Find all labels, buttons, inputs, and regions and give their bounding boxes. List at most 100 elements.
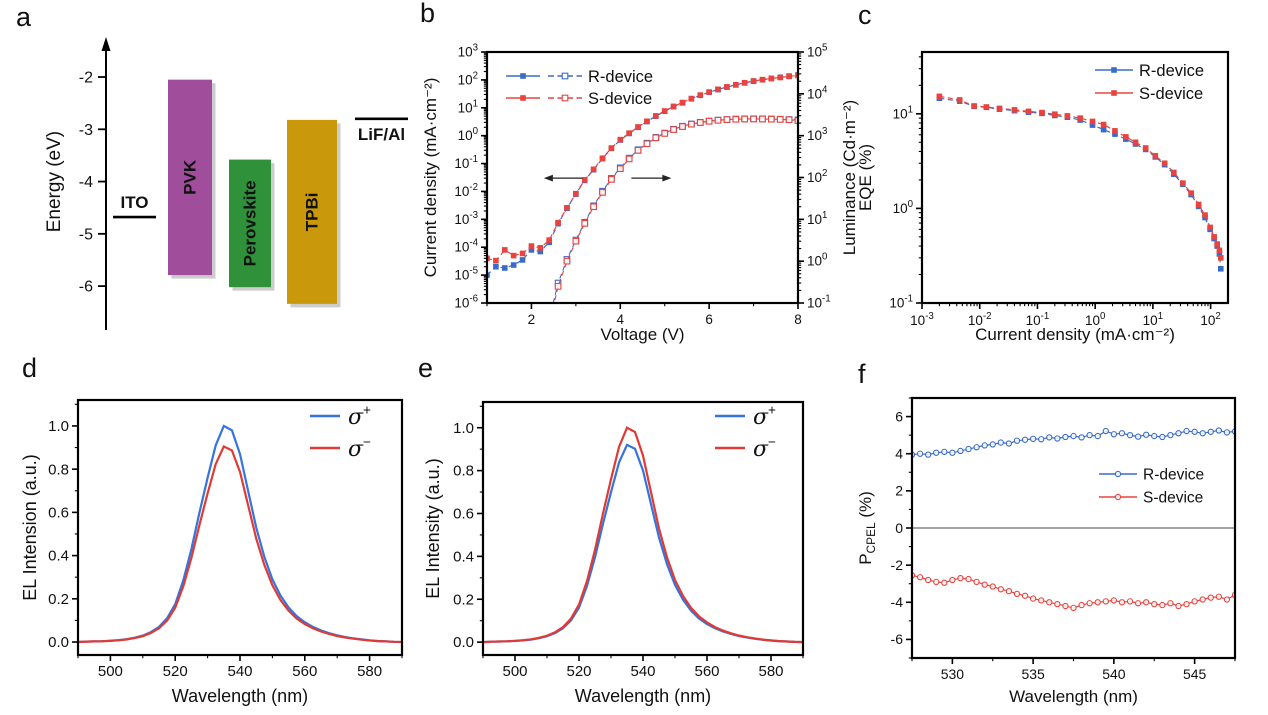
- svg-text:PCPEL (%): PCPEL (%): [856, 491, 878, 565]
- panel-a-energy-level-diagram: -2 -3 -4 -5 -6 Energy (eV) PVK Perovskite TPBi IT…: [44, 37, 408, 330]
- panel-label-a: a: [16, 2, 32, 32]
- series-S-device current density: [487, 72, 798, 264]
- panel-label-b: b: [420, 0, 436, 28]
- svg-text:PVK: PVK: [181, 159, 200, 195]
- svg-text:0.8: 0.8: [48, 461, 69, 478]
- svg-text:S-device: S-device: [588, 90, 652, 108]
- svg-text:-4: -4: [79, 174, 93, 191]
- svg-text:10-1: 10-1: [889, 294, 913, 311]
- svg-text:103: 103: [807, 126, 827, 143]
- svg-text:-6: -6: [891, 631, 904, 647]
- panel-label-e: e: [418, 353, 434, 383]
- svg-text:EL Intensity (a.u.): EL Intensity (a.u.): [423, 458, 443, 598]
- svg-text:Perovskite: Perovskite: [241, 180, 260, 266]
- energy-bar-Perovskite: Perovskite: [229, 159, 275, 291]
- svg-text:101: 101: [458, 98, 478, 115]
- series-R-device luminance: [552, 115, 798, 303]
- legend: R-device S-device: [1099, 467, 1204, 507]
- svg-text:-6: -6: [79, 279, 93, 296]
- svg-text:0.4: 0.4: [453, 548, 474, 565]
- electrode-level-ITO: ITO: [113, 193, 156, 219]
- electrode-level-LiF/Al: LiF/Al: [355, 117, 408, 144]
- svg-text:Luminance (Cd·m⁻²): Luminance (Cd·m⁻²): [840, 100, 859, 255]
- svg-text:Current density (mA·cm⁻²): Current density (mA·cm⁻²): [975, 325, 1175, 344]
- svg-text:10-5: 10-5: [454, 266, 478, 283]
- svg-text:10-2: 10-2: [454, 182, 478, 199]
- svg-text:Current density (mA·cm⁻²): Current density (mA·cm⁻²): [421, 78, 440, 278]
- energy-bar-TPBi: TPBi: [287, 119, 341, 308]
- svg-text:σ−: σ−: [348, 435, 371, 462]
- svg-text:8: 8: [794, 312, 802, 327]
- svg-text:σ−: σ−: [753, 435, 776, 462]
- svg-text:2: 2: [895, 483, 903, 499]
- svg-text:540: 540: [630, 663, 655, 680]
- panel-label-f: f: [858, 359, 866, 389]
- series-sigma-plus: [483, 443, 803, 644]
- svg-text:520: 520: [163, 663, 188, 680]
- svg-text:100: 100: [1085, 311, 1106, 328]
- svg-text:535: 535: [1021, 666, 1045, 682]
- svg-text:6: 6: [705, 312, 713, 327]
- svg-text:TPBi: TPBi: [303, 193, 322, 232]
- series-S-device: [936, 93, 1224, 261]
- svg-text:10-3: 10-3: [454, 210, 478, 227]
- svg-text:104: 104: [807, 84, 828, 101]
- svg-text:-2: -2: [79, 70, 93, 87]
- svg-text:10-4: 10-4: [454, 238, 478, 255]
- svg-text:10-2: 10-2: [968, 311, 992, 328]
- svg-text:0.8: 0.8: [453, 463, 474, 480]
- svg-text:ITO: ITO: [120, 193, 148, 212]
- svg-text:-5: -5: [79, 226, 93, 243]
- legend: R-device S-device: [506, 68, 653, 108]
- svg-text:102: 102: [1200, 311, 1220, 328]
- svg-text:105: 105: [807, 43, 827, 60]
- svg-text:580: 580: [357, 663, 382, 680]
- svg-text:R-device: R-device: [588, 68, 653, 86]
- svg-text:545: 545: [1183, 666, 1207, 682]
- svg-text:σ+: σ+: [753, 403, 776, 430]
- energy-bar-PVK: PVK: [168, 79, 216, 279]
- svg-text:-2: -2: [891, 557, 904, 573]
- svg-text:560: 560: [694, 663, 719, 680]
- svg-text:EQE (%): EQE (%): [856, 144, 875, 211]
- series-R-device: [912, 427, 1235, 458]
- svg-text:S-device: S-device: [1143, 490, 1203, 507]
- svg-text:10-6: 10-6: [454, 294, 478, 311]
- legend: σ+ σ−: [310, 403, 371, 462]
- svg-text:520: 520: [566, 663, 591, 680]
- series-sigma-minus: [78, 445, 402, 644]
- svg-text:102: 102: [458, 70, 478, 87]
- svg-text:100: 100: [807, 252, 828, 269]
- svg-text:Wavelength (nm): Wavelength (nm): [575, 686, 711, 706]
- svg-text:0.6: 0.6: [48, 504, 69, 521]
- svg-text:4: 4: [895, 445, 903, 461]
- svg-text:-4: -4: [891, 594, 904, 610]
- panel-label-c: c: [858, 0, 872, 30]
- panel-b-jvl-chart: 2 4 6 8 10-6 10-5 10-4 10-3 10-2 10-1 100 101 102 103…: [421, 43, 859, 345]
- svg-text:Voltage (V): Voltage (V): [600, 325, 684, 344]
- series-S-device: [912, 572, 1235, 612]
- svg-text:4: 4: [617, 312, 625, 327]
- svg-text:580: 580: [758, 663, 783, 680]
- svg-text:LiF/Al: LiF/Al: [358, 125, 405, 144]
- legend: σ+ σ−: [715, 403, 776, 462]
- svg-text:0.0: 0.0: [453, 634, 474, 651]
- svg-text:500: 500: [98, 663, 123, 680]
- svg-text:Energy (eV): Energy (eV): [44, 131, 65, 232]
- svg-text:101: 101: [807, 210, 827, 227]
- svg-text:100: 100: [458, 126, 479, 143]
- panel-f-cpel-chart: 530 535 540 545 -6 -4 -2 0 2 4 6 Wavelength (nm) PCP…: [856, 396, 1237, 706]
- svg-text:102: 102: [807, 168, 827, 185]
- svg-text:0: 0: [895, 520, 903, 536]
- svg-text:540: 540: [1102, 666, 1126, 682]
- svg-text:Wavelength (nm): Wavelength (nm): [172, 686, 308, 706]
- svg-text:EL Intension (a.u.): EL Intension (a.u.): [20, 454, 40, 600]
- svg-text:103: 103: [458, 43, 478, 60]
- svg-text:0.4: 0.4: [48, 548, 69, 565]
- svg-text:R-device: R-device: [1143, 467, 1204, 484]
- svg-text:10-1: 10-1: [807, 294, 831, 311]
- series-sigma-minus: [483, 426, 803, 644]
- svg-text:0.2: 0.2: [453, 591, 474, 608]
- panel-d-el-spectrum-chart: 500 520 540 560 580 0.0 0.2 0.4 0.6 0.8 1.0 Wavelen…: [20, 398, 404, 706]
